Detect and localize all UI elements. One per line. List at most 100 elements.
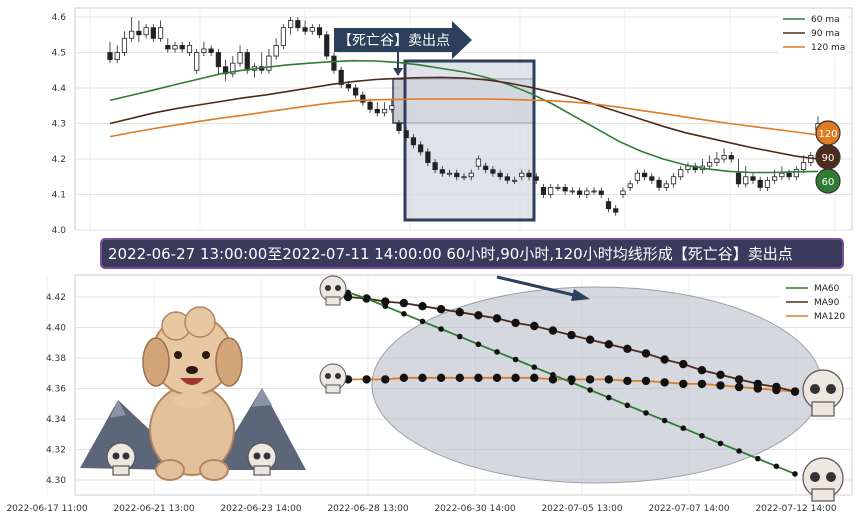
candle [800, 155, 807, 174]
candle [461, 173, 467, 181]
candle [266, 48, 272, 74]
candle [302, 20, 308, 35]
candle [591, 187, 597, 195]
bottom-x-tick-label: 2022-06-28 13:00 [327, 504, 408, 514]
candle [324, 31, 330, 60]
candle [150, 24, 156, 42]
bottom-point-MA60 [736, 448, 742, 454]
candle [396, 119, 402, 135]
skull-markers [319, 275, 844, 502]
candle [136, 20, 142, 42]
bottom-point-MA90 [418, 302, 427, 311]
candle [576, 187, 583, 199]
bottom-x-tick-label: 2022-07-07 14:00 [648, 504, 729, 514]
bottom-point-MA90 [343, 292, 353, 302]
bottom-point-MA90 [585, 335, 595, 344]
bottom-point-MA120 [548, 375, 558, 384]
candle [721, 148, 727, 163]
bottom-point-MA60 [587, 387, 593, 393]
candle [497, 169, 503, 181]
top-line-90-ma [109, 76, 819, 160]
bottom-point-MA60 [773, 463, 780, 470]
candle [490, 166, 496, 177]
candle [410, 134, 417, 149]
candle [309, 24, 315, 35]
legend-ma60-bottom: MA60 [814, 284, 840, 294]
candle [107, 41, 113, 64]
candle [649, 173, 655, 184]
skull-right [247, 442, 277, 476]
candle [678, 166, 684, 181]
bottom-point-MA120 [679, 379, 688, 389]
candle [584, 187, 590, 199]
skull-ma-start-top [319, 275, 347, 306]
candle [360, 91, 366, 106]
candle [114, 45, 120, 64]
bottom-point-MA60 [606, 394, 612, 401]
skull-ma-end-upper [802, 369, 844, 417]
bottom-x-ticks: 2022-06-17 11:00 2022-06-21 13:00 2022-06-… [6, 504, 836, 514]
bottom-point-MA90 [790, 387, 800, 396]
candle [186, 41, 193, 57]
bottom-point-MA90 [548, 326, 558, 335]
candle [316, 24, 323, 39]
candle [526, 169, 532, 181]
bottom-point-MA120 [623, 376, 632, 386]
top-y-tick-label: 4.6 [52, 13, 67, 23]
bottom-point-MA60 [345, 289, 351, 296]
legend-ma120-bottom: MA120 [814, 312, 845, 322]
candle [454, 169, 460, 181]
legend-ma90-bottom: MA90 [814, 298, 840, 308]
top-y-tick-label: 4.5 [52, 49, 66, 59]
bottom-point-MA120 [604, 375, 613, 384]
bottom-point-MA120 [585, 375, 595, 384]
top-y-ticks: 4.0 4.1 4.2 4.3 4.4 4.5 4.6 [52, 13, 67, 236]
bottom-point-MA90 [660, 355, 669, 364]
candle [793, 166, 799, 181]
bottom-point-MA60 [624, 402, 631, 409]
bottom-point-MA120 [530, 373, 539, 382]
bottom-y-tick-label: 4.40 [46, 324, 66, 334]
bottom-point-MA90 [772, 382, 781, 392]
bottom-y-tick-label: 4.38 [46, 354, 66, 364]
bottom-point-MA90 [381, 297, 390, 306]
candle [432, 159, 438, 174]
candle [201, 41, 207, 57]
skull-ma120-start [319, 363, 347, 394]
candle [179, 41, 185, 53]
signal-banner: 2022-06-27 13:00:00至2022-07-11 14:00:00 … [100, 238, 844, 269]
bottom-point-MA120 [418, 373, 427, 382]
bottom-point-MA60 [438, 326, 444, 332]
candle [779, 166, 785, 181]
bottom-point-MA120 [660, 378, 669, 387]
bottom-x-tick-label: 2022-06-23 14:00 [220, 504, 301, 514]
bottom-point-MA120 [641, 376, 651, 386]
bottom-point-MA120 [362, 375, 371, 384]
candle [757, 176, 763, 191]
bottom-x-tick-label: 2022-07-05 13:00 [541, 504, 622, 514]
candle [519, 169, 525, 181]
bottom-point-MA120 [474, 373, 483, 382]
sell-point-arrow: 【死亡谷】卖出点 [334, 21, 472, 76]
candle [743, 166, 749, 188]
top-grid [75, 8, 852, 231]
candle [642, 169, 648, 181]
legend-ma120: 120 ma [811, 43, 845, 53]
candle [367, 98, 373, 113]
candle [121, 31, 128, 57]
candle [418, 141, 424, 156]
death-valley-box [403, 59, 536, 222]
bottom-point-MA60 [699, 433, 705, 439]
top-y-tick-label: 4.3 [52, 120, 66, 130]
candle [598, 187, 604, 199]
bottom-point-MA60 [643, 410, 649, 416]
badge-60 [815, 168, 841, 194]
candle [157, 20, 164, 42]
candle [374, 102, 380, 117]
bottom-point-MA60 [475, 341, 482, 348]
candle [468, 169, 474, 181]
top-y-tick-label: 4.1 [52, 191, 66, 201]
candle [353, 84, 359, 99]
candle [656, 176, 662, 191]
bottom-legend: MA60 MA90 MA120 [781, 280, 847, 326]
